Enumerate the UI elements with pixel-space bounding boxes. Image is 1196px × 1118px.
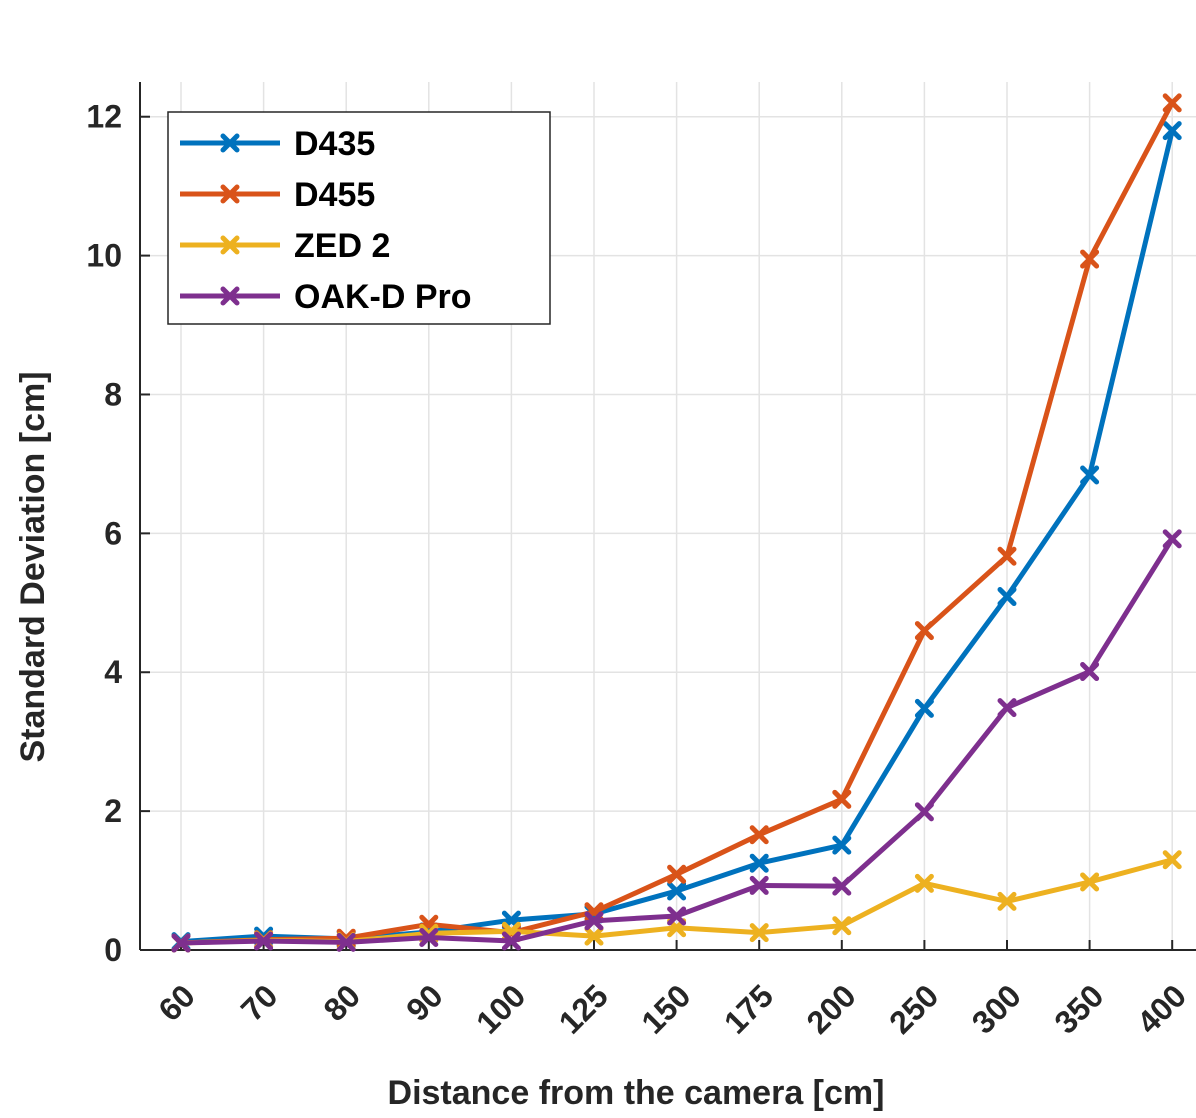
y-tick-label: 2 <box>104 793 122 829</box>
legend-label: D435 <box>294 125 375 163</box>
y-tick-label: 12 <box>86 99 122 135</box>
data-point-marker <box>667 864 687 884</box>
x-tick-label: 80 <box>317 977 368 1028</box>
data-point-marker <box>584 926 604 946</box>
data-point-marker <box>914 621 934 641</box>
data-point-marker <box>336 932 356 952</box>
x-tick-label: 250 <box>882 977 945 1040</box>
data-point-marker <box>1080 872 1100 892</box>
data-point-marker <box>997 546 1017 566</box>
x-tick-label: 60 <box>151 977 202 1028</box>
data-point-marker <box>832 789 852 809</box>
x-tick-label: 90 <box>399 977 450 1028</box>
x-tick-labels: 60 70 80 90 100 125 150 175 200 250 300 350 400 <box>151 977 1193 1040</box>
data-point-marker <box>914 698 934 718</box>
x-tick-label: 350 <box>1047 977 1110 1040</box>
data-point-marker <box>667 881 687 901</box>
x-tick-label: 175 <box>717 977 780 1040</box>
data-point-marker <box>832 916 852 936</box>
data-point-marker <box>419 928 439 948</box>
legend-marker <box>220 133 240 153</box>
y-tick-label: 0 <box>104 932 122 968</box>
x-tick-label: 100 <box>469 977 532 1040</box>
legend-label: OAK-D Pro <box>294 278 472 316</box>
data-point-marker <box>832 876 852 896</box>
data-point-marker <box>1080 662 1100 682</box>
data-point-marker <box>584 911 604 931</box>
data-point-marker <box>667 906 687 926</box>
y-axis-title: Standard Deviation [cm] <box>14 371 52 762</box>
data-point-marker <box>1080 249 1100 269</box>
x-tick-label: 150 <box>634 977 697 1040</box>
y-tick-label: 8 <box>104 376 122 412</box>
data-point-marker <box>1162 93 1182 113</box>
legend-marker <box>220 184 240 204</box>
x-tick-label: 125 <box>552 977 615 1040</box>
series-oak-d-pro <box>171 529 1182 953</box>
x-tick-label: 300 <box>965 977 1028 1040</box>
data-point-marker <box>997 891 1017 911</box>
legend: D435 D455 ZED 2 OAK-D Pro <box>167 111 551 325</box>
legend-label: ZED 2 <box>294 227 390 265</box>
data-point-marker <box>501 931 521 951</box>
data-point-marker <box>749 853 769 873</box>
data-point-marker <box>997 587 1017 607</box>
x-tick-label: 70 <box>234 977 285 1028</box>
legend-label: D455 <box>294 176 375 214</box>
data-point-marker <box>997 698 1017 718</box>
data-point-marker <box>1162 850 1182 870</box>
x-axis-title: Distance from the camera [cm] <box>388 1074 885 1112</box>
y-tick-label: 10 <box>86 238 122 274</box>
data-point-marker <box>749 825 769 845</box>
y-tick-labels: 0 2 4 6 8 10 12 <box>86 99 122 968</box>
data-series <box>171 93 1182 953</box>
x-tick-label: 200 <box>800 977 863 1040</box>
data-point-marker <box>832 835 852 855</box>
data-point-marker <box>1080 465 1100 485</box>
data-point-marker <box>914 802 934 822</box>
y-tick-label: 4 <box>104 654 122 690</box>
data-point-marker <box>749 923 769 943</box>
data-point-marker <box>1162 121 1182 141</box>
data-point-marker <box>749 875 769 895</box>
x-tick-label: 400 <box>1130 977 1193 1040</box>
data-point-marker <box>171 933 191 953</box>
legend-marker <box>220 235 240 255</box>
data-point-marker <box>254 931 274 951</box>
data-point-marker <box>914 873 934 893</box>
data-point-marker <box>1162 529 1182 549</box>
legend-marker <box>220 286 240 306</box>
y-tick-label: 6 <box>104 515 122 551</box>
